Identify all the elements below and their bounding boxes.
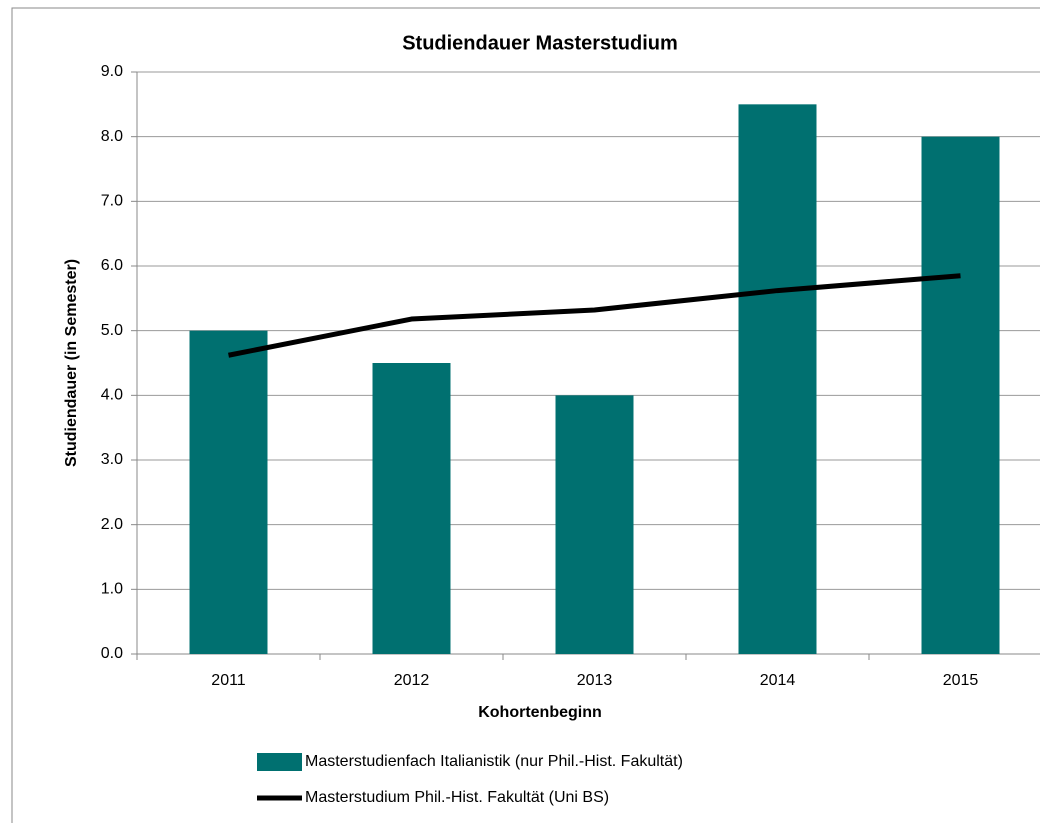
x-tick-label: 2013 (577, 672, 613, 689)
y-tick-label: 4.0 (101, 387, 123, 404)
x-tick-label: 2011 (211, 672, 246, 689)
chart-title: Studiendauer Masterstudium (402, 32, 678, 54)
bar (372, 363, 451, 654)
y-axis-title: Studiendauer (in Semester) (63, 259, 80, 467)
y-tick-label: 9.0 (101, 63, 123, 80)
bar (189, 330, 268, 654)
x-tick-label: 2014 (760, 672, 796, 689)
bar (555, 395, 634, 654)
line (228, 273, 961, 358)
y-tick-label: 1.0 (101, 581, 123, 598)
y-tick-label: 5.0 (101, 322, 123, 339)
x-tick-label: 2012 (394, 672, 430, 689)
legend-label: Masterstudium Phil.-Hist. Fakultät (Uni … (305, 789, 609, 806)
y-tick-label: 2.0 (101, 516, 123, 533)
y-tick-label: 7.0 (101, 193, 123, 210)
chart-frame (11, 7, 1040, 823)
y-tick-label: 3.0 (101, 451, 123, 468)
legend-label: Masterstudienfach Italianistik (nur Phil… (305, 753, 683, 770)
y-tick-label: 6.0 (101, 257, 123, 274)
x-tick-label: 2015 (943, 672, 979, 689)
x-axis-title: Kohortenbeginn (478, 704, 602, 721)
bar (921, 136, 1000, 654)
bar (738, 104, 817, 655)
y-tick-label: 0.0 (101, 645, 123, 662)
legend-swatch (257, 753, 302, 771)
y-tick-label: 8.0 (101, 128, 123, 145)
